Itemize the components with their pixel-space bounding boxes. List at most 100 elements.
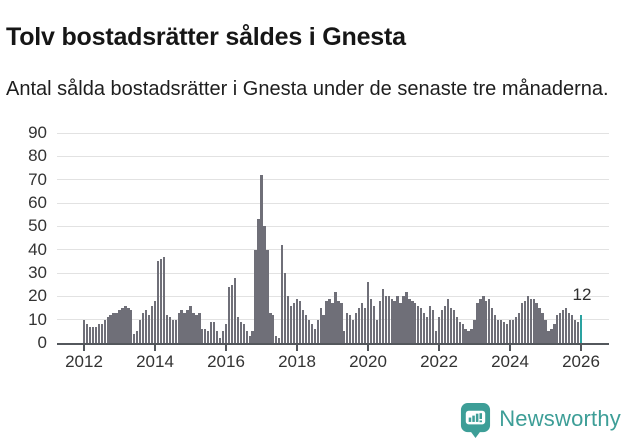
bar xyxy=(97,324,100,343)
bar xyxy=(363,308,367,343)
bar xyxy=(482,296,485,343)
bar xyxy=(139,319,142,343)
page-subtitle: Antal sålda bostadsrätter i Gnesta under… xyxy=(6,78,609,100)
bar xyxy=(263,226,266,343)
bar xyxy=(242,324,245,343)
bar xyxy=(547,331,550,343)
bar xyxy=(414,303,417,343)
bar xyxy=(355,312,358,343)
bar xyxy=(310,324,313,343)
gridline xyxy=(57,249,609,251)
bar xyxy=(508,319,512,343)
bar xyxy=(304,315,308,343)
bar xyxy=(106,317,109,343)
bar xyxy=(464,329,467,343)
bar xyxy=(281,245,284,343)
bar xyxy=(316,319,319,343)
bar xyxy=(213,322,216,343)
x-tick-label: 2014 xyxy=(136,352,174,371)
bar xyxy=(230,284,234,343)
bar xyxy=(337,301,340,343)
bar xyxy=(378,301,381,343)
bar xyxy=(307,319,310,343)
bar xyxy=(331,303,334,343)
bar xyxy=(570,315,574,343)
bar xyxy=(112,312,115,343)
bar xyxy=(387,296,390,343)
bar xyxy=(346,312,349,343)
y-tick-label: 50 xyxy=(28,216,47,236)
bar xyxy=(517,312,521,343)
bar xyxy=(473,319,476,343)
x-tick-label: 2026 xyxy=(562,352,600,371)
bar xyxy=(470,329,473,343)
bar xyxy=(384,296,387,343)
bar xyxy=(399,303,402,343)
y-tick-label: 70 xyxy=(28,169,47,189)
bar xyxy=(192,312,195,343)
bar xyxy=(467,331,470,343)
bar xyxy=(443,305,447,343)
gridline xyxy=(57,179,609,181)
bar xyxy=(115,312,118,343)
bar xyxy=(218,338,222,343)
bar xyxy=(165,315,168,343)
bar xyxy=(544,319,547,343)
bar xyxy=(118,310,121,343)
bar xyxy=(349,315,352,343)
bar xyxy=(420,308,423,343)
bar xyxy=(417,305,420,343)
bar xyxy=(375,319,379,343)
bar xyxy=(180,310,183,343)
bar xyxy=(103,319,106,343)
x-tick-label: 2018 xyxy=(278,352,316,371)
bar xyxy=(532,298,535,343)
bar xyxy=(494,315,497,343)
bar xyxy=(198,312,201,343)
bar xyxy=(254,249,257,343)
bar xyxy=(251,331,254,343)
bar xyxy=(289,305,293,343)
x-tick-label: 2020 xyxy=(349,352,387,371)
bar xyxy=(396,296,399,343)
last-value-annotation: 12 xyxy=(572,285,592,304)
bar xyxy=(278,338,281,343)
bar xyxy=(485,301,488,343)
gridline xyxy=(57,272,609,274)
bar xyxy=(431,310,435,343)
bar xyxy=(411,301,414,343)
bar xyxy=(343,331,346,343)
bar xyxy=(210,322,213,343)
bar xyxy=(130,310,133,343)
bar xyxy=(499,319,503,343)
gridline xyxy=(57,155,609,157)
bar xyxy=(366,282,370,343)
bar xyxy=(334,291,337,343)
bar xyxy=(357,308,361,343)
bar xyxy=(168,317,171,343)
bar xyxy=(269,312,272,343)
bar xyxy=(183,312,186,343)
bar xyxy=(491,308,494,343)
bar xyxy=(88,326,92,343)
bar xyxy=(142,312,145,343)
bar xyxy=(136,331,139,343)
bar xyxy=(224,324,228,343)
bar xyxy=(372,305,376,343)
bar xyxy=(426,317,429,343)
bar xyxy=(275,336,278,343)
bar xyxy=(156,261,160,343)
bar xyxy=(204,329,207,343)
bar xyxy=(535,303,538,343)
bar xyxy=(452,310,455,343)
bar xyxy=(174,319,177,343)
bar xyxy=(458,322,461,343)
y-tick-label: 10 xyxy=(28,309,47,329)
bar xyxy=(257,219,260,343)
bar xyxy=(201,329,204,343)
x-tick xyxy=(225,345,227,351)
bar xyxy=(541,312,544,343)
bar xyxy=(292,303,296,343)
bar xyxy=(284,273,287,343)
bar xyxy=(538,308,541,343)
